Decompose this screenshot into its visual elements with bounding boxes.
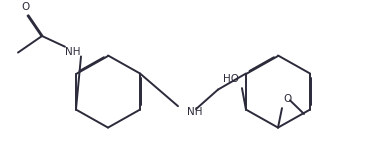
Text: NH: NH [65,47,81,57]
Text: HO: HO [223,74,239,84]
Text: O: O [22,2,30,12]
Text: NH: NH [187,107,203,117]
Text: O: O [283,94,291,104]
